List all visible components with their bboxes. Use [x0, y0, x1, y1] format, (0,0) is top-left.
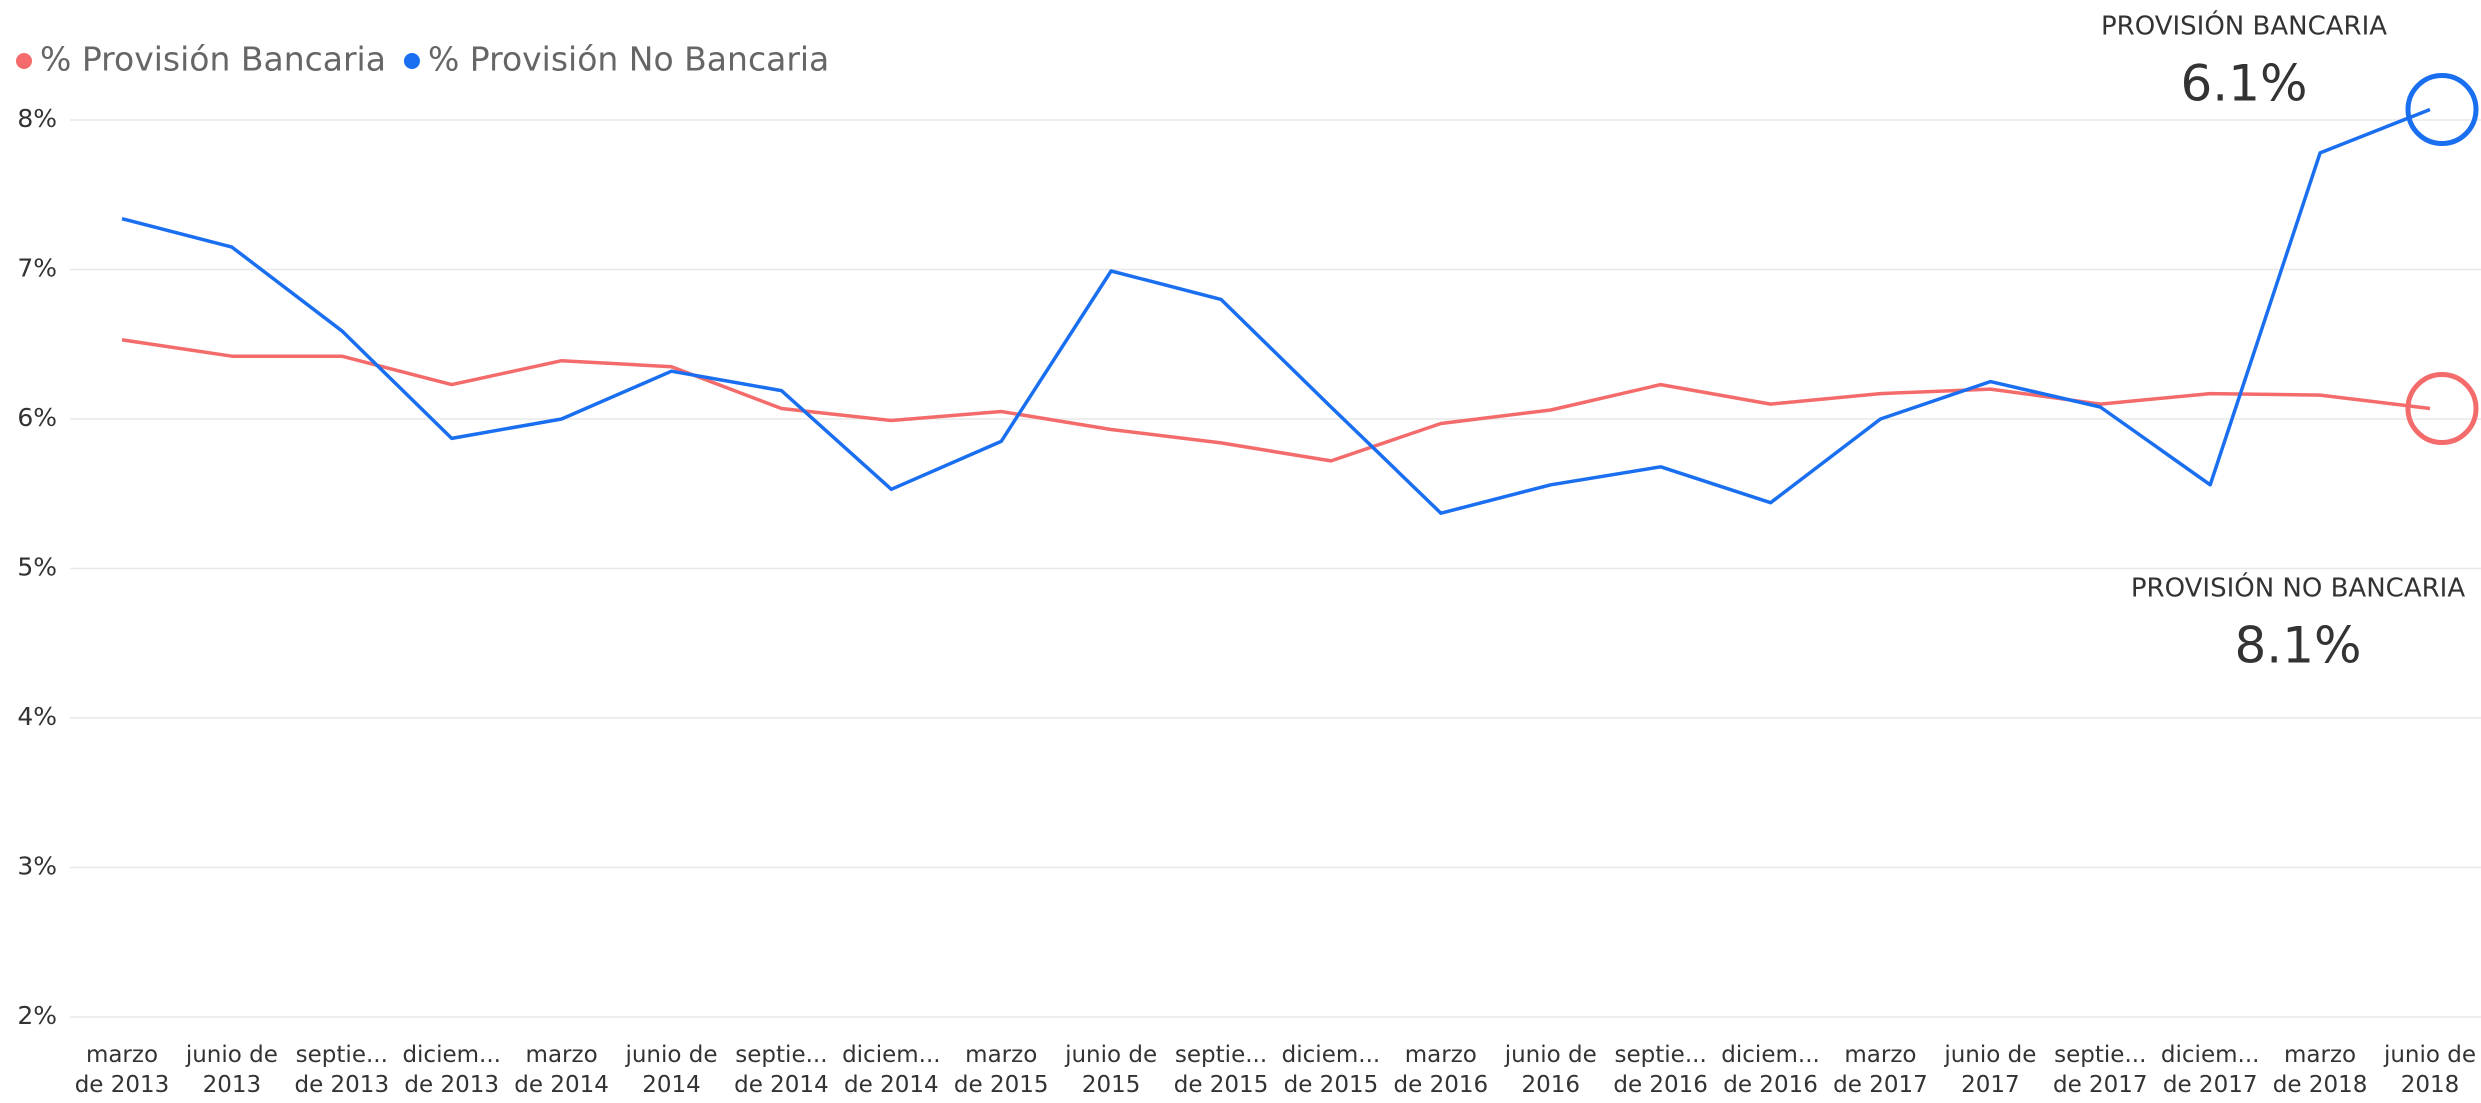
- highlight-marker: [2405, 372, 2479, 446]
- x-tick-label: junio de 2016: [1504, 1042, 1597, 1098]
- x-tick-label: marzo de 2014: [514, 1042, 609, 1098]
- y-tick-label: 5%: [17, 553, 57, 582]
- annotation-title: PROVISIÓN BANCARIA: [2101, 10, 2387, 42]
- y-tick-label: 2%: [17, 1001, 57, 1030]
- y-tick-label: 7%: [17, 254, 57, 283]
- x-tick-label: diciem... de 2016: [1721, 1042, 1820, 1098]
- y-tick-label: 4%: [17, 702, 57, 731]
- legend-marker: [403, 53, 420, 69]
- highlight-marker: [2405, 73, 2479, 147]
- x-tick-label: diciem... de 2013: [402, 1042, 501, 1098]
- x-tick-label: junio de 2018: [2383, 1042, 2477, 1098]
- x-tick-label: marzo de 2018: [2272, 1042, 2368, 1098]
- legend-marker: [16, 53, 32, 69]
- x-tick-label: septie... de 2013: [294, 1042, 390, 1098]
- y-tick-label: 6%: [17, 403, 57, 432]
- legend-label: % Provisión Bancaria: [40, 40, 386, 79]
- x-tick-label: septie... de 2015: [1173, 1042, 1269, 1098]
- x-tick-label: diciem... de 2015: [1281, 1042, 1381, 1098]
- x-tick-label: junio de 2017: [1944, 1042, 2037, 1098]
- series-line: [121, 338, 2431, 463]
- annotation-title: PROVISIÓN NO BANCARIA: [2131, 572, 2465, 604]
- x-tick-label: marzo de 2016: [1393, 1042, 1489, 1098]
- x-tick-label: diciem... de 2017: [2160, 1042, 2260, 1098]
- series-line: [121, 107, 2431, 515]
- x-tick-label: marzo de 2017: [1833, 1042, 1928, 1098]
- annotation-value: 6.1%: [2180, 55, 2307, 113]
- x-tick-label: septie... de 2016: [1613, 1042, 1708, 1098]
- x-tick-label: diciem... de 2014: [842, 1042, 941, 1098]
- x-tick-label: junio de 2014: [625, 1042, 718, 1098]
- x-tick-label: septie... de 2017: [2052, 1042, 2148, 1098]
- y-tick-label: 3%: [17, 852, 57, 881]
- x-tick-label: septie... de 2014: [734, 1042, 829, 1098]
- x-tick-label: marzo de 2013: [74, 1042, 170, 1098]
- annotation-value: 8.1%: [2234, 617, 2361, 675]
- x-tick-label: marzo de 2015: [953, 1042, 1049, 1098]
- x-tick-label: junio de 2013: [185, 1042, 278, 1098]
- x-tick-label: junio de 2015: [1065, 1042, 1158, 1098]
- y-tick-label: 8%: [17, 104, 57, 133]
- legend-label: % Provisión No Bancaria: [428, 40, 829, 79]
